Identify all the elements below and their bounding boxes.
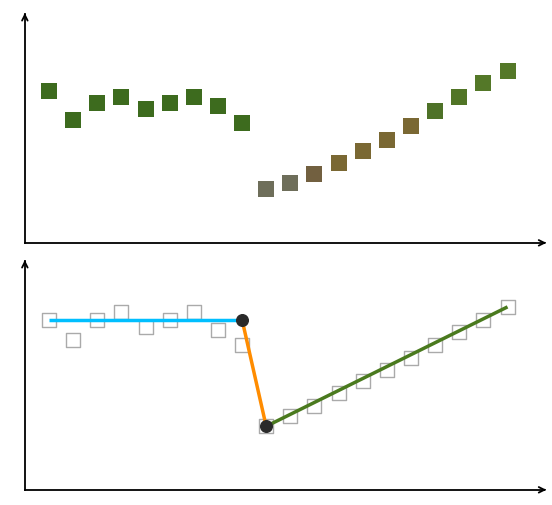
Point bbox=[286, 179, 295, 187]
Point bbox=[310, 402, 319, 410]
Point bbox=[431, 108, 439, 116]
Point bbox=[310, 171, 319, 179]
Point bbox=[479, 316, 488, 324]
Point bbox=[68, 117, 77, 125]
Point bbox=[503, 68, 512, 76]
Point bbox=[334, 160, 343, 168]
Point bbox=[237, 341, 246, 349]
Point bbox=[45, 316, 54, 324]
Point bbox=[189, 94, 198, 102]
Point bbox=[68, 336, 77, 344]
Point bbox=[165, 316, 174, 324]
Point bbox=[358, 148, 367, 156]
Point bbox=[237, 120, 246, 128]
Point bbox=[165, 99, 174, 108]
Point bbox=[383, 367, 391, 375]
Point bbox=[237, 316, 246, 324]
Point bbox=[455, 329, 464, 337]
Point bbox=[383, 137, 391, 145]
Point bbox=[286, 412, 295, 420]
Point bbox=[141, 105, 150, 113]
Point bbox=[262, 422, 270, 430]
Point bbox=[141, 324, 150, 332]
Point bbox=[214, 326, 222, 334]
Point bbox=[93, 316, 102, 324]
Point bbox=[479, 80, 488, 88]
Point bbox=[93, 99, 102, 108]
Point bbox=[455, 94, 464, 102]
Point bbox=[334, 389, 343, 397]
Point bbox=[262, 422, 270, 430]
Point bbox=[117, 94, 126, 102]
Point bbox=[358, 377, 367, 385]
Point bbox=[407, 354, 416, 362]
Point bbox=[407, 122, 416, 130]
Point bbox=[262, 185, 270, 193]
Point bbox=[45, 88, 54, 96]
Point bbox=[431, 341, 439, 349]
Point bbox=[503, 303, 512, 311]
Point bbox=[189, 309, 198, 317]
Point bbox=[117, 309, 126, 317]
Point bbox=[214, 103, 222, 111]
